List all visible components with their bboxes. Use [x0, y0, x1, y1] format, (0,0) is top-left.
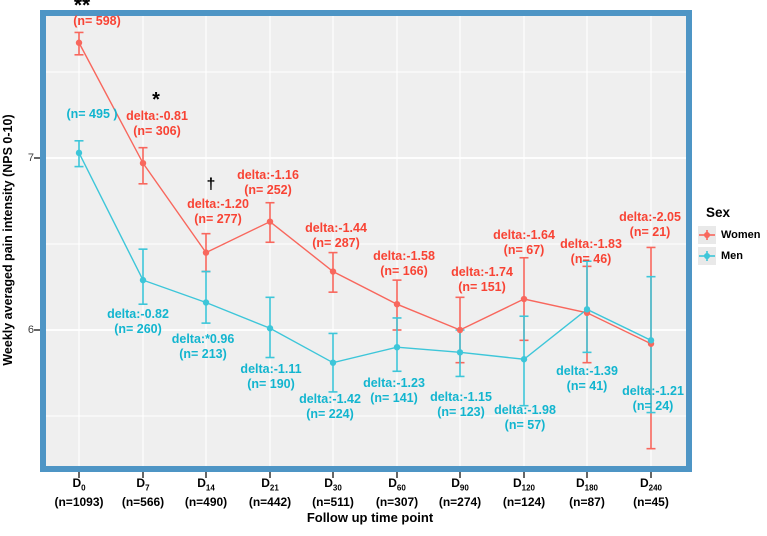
men-line — [78, 152, 652, 364]
plot-background — [46, 16, 686, 466]
legend-title: Sex — [706, 205, 731, 220]
men-data-point — [329, 359, 337, 366]
men-data-point — [647, 337, 655, 344]
women-data-point — [329, 268, 337, 275]
women-data-point — [520, 295, 528, 303]
legend-item-women: Women — [698, 226, 761, 244]
women-line — [78, 42, 652, 345]
men-data-point — [75, 149, 83, 157]
women-legend-glyph — [698, 226, 716, 244]
legend: Sex Women Men — [698, 205, 761, 268]
men-data-point — [139, 276, 147, 284]
women-data-point — [202, 249, 210, 256]
men-data-point — [393, 344, 401, 351]
x-axis-title: Follow up time point — [306, 510, 434, 525]
men-pointrange-icon — [698, 247, 716, 265]
women-data-point — [75, 39, 83, 46]
men-data-point — [266, 325, 274, 332]
women-pointrange-icon — [698, 226, 716, 244]
legend-label-women: Women — [721, 229, 761, 241]
women-data-point — [456, 326, 464, 334]
y-axis-title: Weekly averaged pain intensity (NPS 0-10… — [1, 114, 15, 366]
men-legend-glyph — [698, 247, 716, 265]
women-data-point — [266, 218, 274, 225]
men-data-point — [583, 306, 591, 313]
women-data-point — [139, 159, 147, 167]
women-data-point — [393, 301, 401, 308]
men-data-point — [202, 299, 210, 306]
men-data-point — [520, 356, 528, 363]
plot-frame — [40, 10, 692, 472]
legend-item-men: Men — [698, 247, 761, 265]
legend-label-men: Men — [721, 250, 743, 262]
men-data-point — [456, 349, 464, 356]
